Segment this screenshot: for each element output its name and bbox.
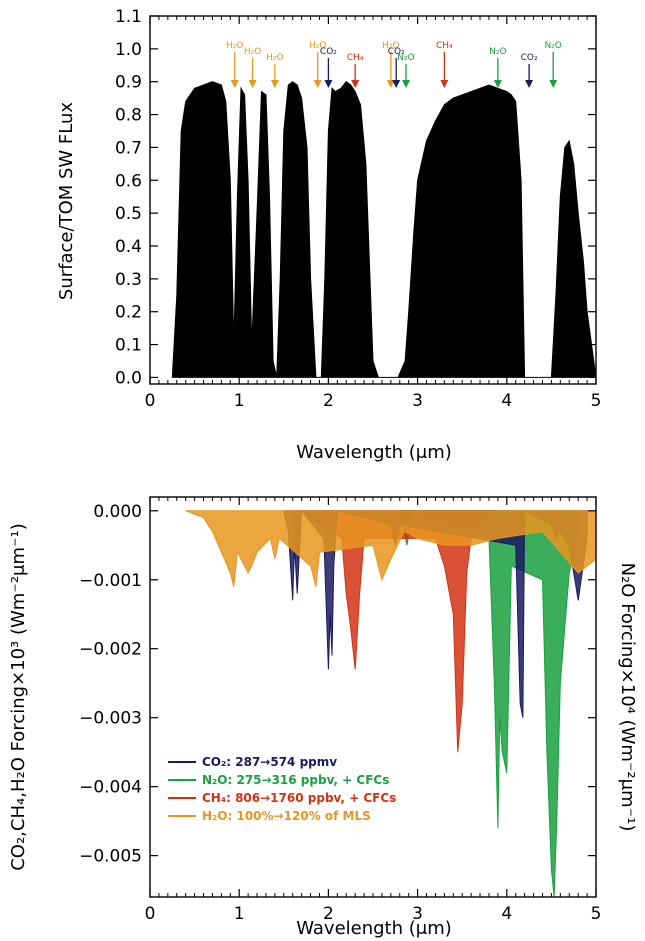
flux-panel: Surface/TOM SW FLux Wavelength (μm) 0 1 2 3…: [56, 7, 601, 463]
y-tick-label: 0.7: [115, 138, 142, 158]
top-ylabel: Surface/TOM SW FLux: [56, 102, 77, 300]
y-tick-label: 0.0: [115, 368, 142, 388]
bottom-y-tick-labels: 0.000 −0.001 −0.002 −0.003 −0.004 −0.005: [79, 502, 142, 867]
legend-label: N₂O: 275→316 ppbv, + CFCs: [202, 773, 389, 787]
y-tick-label: 0.8: [115, 106, 142, 126]
y-tick-label: 0.2: [115, 303, 142, 323]
y-tick-label: 1.1: [115, 7, 142, 27]
band-label: CO₂: [521, 53, 538, 63]
band-arrow-head: [402, 80, 411, 88]
band-label: H₂O: [309, 41, 326, 51]
y-tick-label: −0.003: [79, 709, 142, 729]
band-arrow-head: [493, 80, 502, 88]
band-label: N₂O: [397, 53, 414, 63]
band-label: N₂O: [544, 41, 561, 51]
x-tick-label: 5: [591, 391, 602, 411]
band-arrow-head: [270, 80, 279, 88]
band-arrow-head: [248, 80, 257, 88]
x-tick-label: 5: [591, 904, 602, 924]
bottom-xlabel: Wavelength (μm): [296, 918, 452, 939]
forcing-series: [399, 510, 579, 898]
y-tick-label: 0.9: [115, 73, 142, 93]
x-tick-label: 4: [501, 904, 512, 924]
x-tick-label: 0: [145, 391, 156, 411]
x-tick-label: 0: [145, 904, 156, 924]
band-arrow-head: [324, 80, 333, 88]
band-label: N₂O: [489, 47, 506, 57]
y-tick-label: 0.1: [115, 336, 142, 356]
band-label: H₂O: [244, 47, 261, 57]
top-xlabel: Wavelength (μm): [296, 442, 452, 463]
band-label: H₂O: [266, 53, 283, 63]
x-tick-label: 2: [323, 904, 334, 924]
y-tick-label: 0.6: [115, 171, 142, 191]
flux-series: [171, 81, 597, 378]
forcing-series: [185, 510, 597, 587]
top-series: [171, 81, 597, 378]
band-arrow-head: [440, 80, 449, 88]
bottom-plot-frame: [149, 496, 597, 898]
band-arrow-head: [525, 80, 534, 88]
forcing-panel: CO₂,CH₄,H₂O Forcing×10³ (Wm⁻²μm⁻¹) N₂O F…: [8, 496, 638, 939]
bottom-ylabel: CO₂,CH₄,H₂O Forcing×10³ (Wm⁻²μm⁻¹): [8, 523, 29, 871]
band-label: H₂O: [226, 41, 243, 51]
y-tick-label: −0.002: [79, 640, 142, 660]
band-arrow-head: [313, 80, 322, 88]
y-tick-label: 0.000: [93, 502, 142, 522]
bottom-x-tick-labels: 0 1 2 3 4 5: [145, 904, 602, 924]
band-arrow-head: [549, 80, 558, 88]
legend-label: H₂O: 100%→120% of MLS: [202, 809, 371, 823]
y-tick-label: 0.5: [115, 204, 142, 224]
y-tick-label: −0.004: [79, 778, 142, 798]
band-label: H₂O: [382, 41, 399, 51]
band-label: CO₂: [320, 47, 337, 57]
bottom-y2label: N₂O Forcing×10⁴ (Wm⁻²μm⁻¹): [617, 563, 638, 832]
top-x-tick-labels: 0 1 2 3 4 5: [145, 391, 602, 411]
band-label: CH₄: [436, 41, 453, 51]
x-tick-label: 1: [234, 904, 245, 924]
band-arrow-head: [392, 80, 401, 88]
band-label: CH₄: [347, 53, 364, 63]
y-tick-label: −0.005: [79, 847, 142, 867]
y-tick-label: 0.4: [115, 237, 142, 257]
legend-label: CH₄: 806→1760 ppbv, + CFCs: [202, 791, 396, 805]
y-tick-label: −0.001: [79, 571, 142, 591]
x-tick-label: 3: [412, 904, 423, 924]
legend: CO₂: 287→574 ppmv N₂O: 275→316 ppbv, + CF…: [168, 755, 396, 823]
band-arrow-head: [386, 80, 395, 88]
y-tick-label: 1.0: [115, 40, 142, 60]
x-tick-label: 2: [323, 391, 334, 411]
top-y-tick-labels: 0.0 0.1 0.2 0.3 0.4 0.5 0.6 0.7 0.8 0.9 1.0 1.1: [115, 7, 142, 388]
band-label: CO₂: [388, 47, 405, 57]
band-arrow-head: [351, 80, 360, 88]
x-tick-label: 3: [412, 391, 423, 411]
x-tick-label: 4: [501, 391, 512, 411]
top-plot-frame: [149, 15, 597, 385]
x-tick-label: 1: [234, 391, 245, 411]
band-arrow-head: [230, 80, 239, 88]
bottom-series: [185, 509, 597, 898]
y-tick-label: 0.3: [115, 270, 142, 290]
legend-label: CO₂: 287→574 ppmv: [202, 755, 337, 769]
